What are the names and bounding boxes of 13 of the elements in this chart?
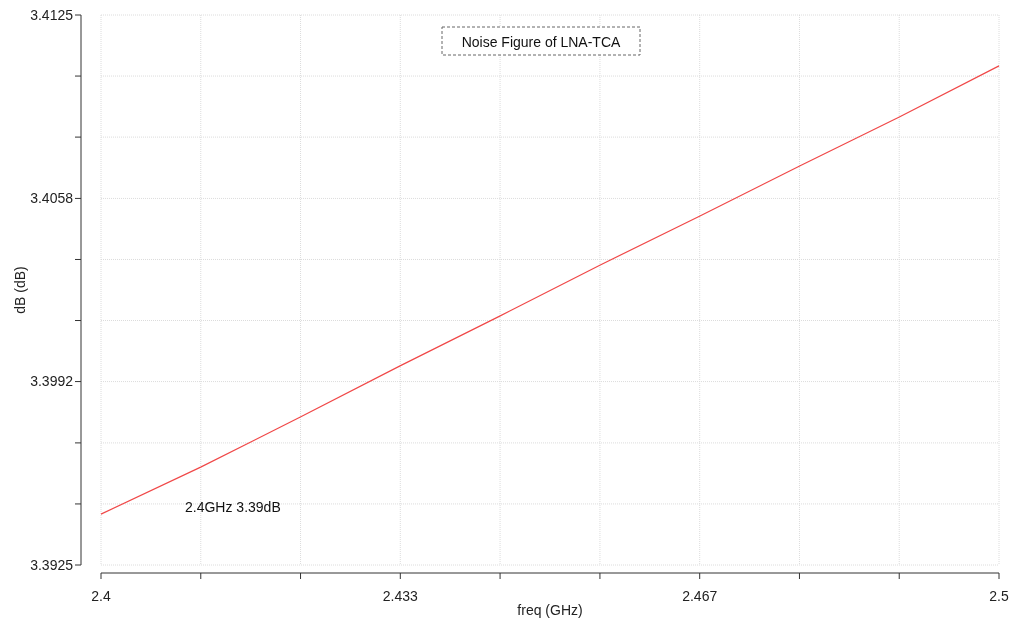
x-tick-label: 2.4 (91, 588, 111, 604)
y-tick-label: 3.4125 (30, 6, 74, 23)
x-tick-label: 2.433 (382, 588, 419, 604)
y-tick-label: 3.3925 (30, 556, 74, 573)
y-axis-title: dB (dB) (12, 266, 28, 314)
x-axis-title: freq (GHz) (517, 602, 583, 618)
text: Noise Figure of LNA-TCA (461, 34, 622, 50)
y-tick-label: 3.3992 (30, 373, 74, 390)
annotation: 2.4GHz 3.39dB (185, 499, 281, 515)
line-series (100, 65, 1000, 515)
y-tick-label: 3.4058 (30, 190, 74, 207)
x-tick-label: 2.5 (989, 588, 1009, 604)
x-tick-label: 2.467 (682, 588, 718, 604)
